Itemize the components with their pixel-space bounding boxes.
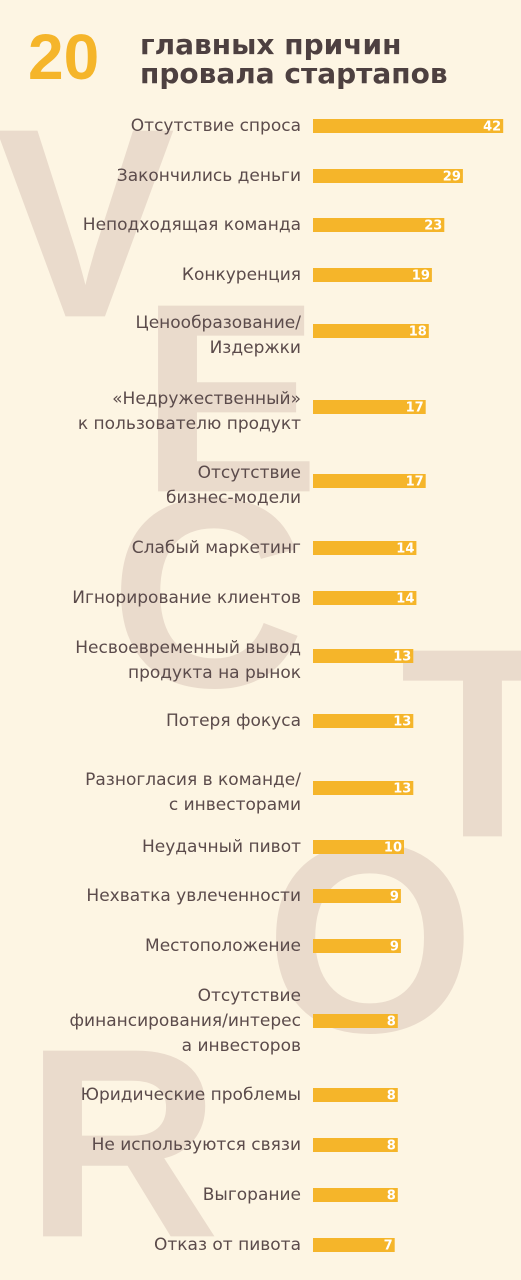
category-label: Не используются связи [92,1135,301,1155]
category-label: Ценообразование/ [136,313,302,333]
value-label: 17 [406,475,424,490]
watermark-letter: E [140,248,320,549]
category-label: Слабый маркетинг [132,538,301,558]
watermark-letter: O [265,788,475,1089]
category-label: Нехватка увлеченности [86,886,301,906]
category-label: продукта на рынок [128,663,301,683]
value-label: 8 [387,1189,396,1204]
category-label: Конкуренция [182,265,301,285]
value-label: 9 [390,890,399,905]
bar [313,1138,398,1152]
value-label: 29 [443,170,461,185]
bar [313,218,445,232]
category-label: Разногласия в команде/ [85,770,301,790]
value-label: 14 [396,592,414,607]
value-label: 8 [387,1089,396,1104]
category-label: бизнес-модели [166,488,301,508]
title-line: главных причин [140,28,401,61]
bar [313,1188,398,1202]
category-label: с инвесторами [169,795,301,815]
bar [313,169,463,183]
bar [313,1088,398,1102]
watermark-letter: C [110,443,305,744]
bar [313,119,504,133]
category-label: Местоположение [145,936,301,956]
value-label: 7 [384,1239,393,1254]
category-label: Несвоевременный вывод [75,638,301,658]
bar [313,649,414,663]
value-label: 8 [387,1015,396,1030]
value-label: 17 [406,401,424,416]
category-label: Неподходящая команда [83,215,301,235]
category-label: «Недружественный» [112,389,301,409]
value-label: 8 [387,1139,396,1154]
bar [313,939,401,953]
category-label: а инвесторов [182,1036,301,1056]
bar [313,324,429,338]
watermark-letter: R [25,993,220,1280]
value-label: 13 [393,715,411,730]
bar [313,781,414,795]
value-label: 18 [409,325,427,340]
value-label: 10 [384,841,402,856]
value-label: 19 [412,269,430,284]
watermark-letter: V [0,73,176,374]
category-label: Выгорание [203,1185,301,1205]
category-label: Игнорирование клиентов [72,588,301,608]
category-label: Неудачный пивот [142,837,301,857]
category-label: Потеря фокуса [166,711,301,731]
bar [313,1014,398,1028]
bar [313,840,404,854]
value-label: 14 [396,542,414,557]
value-label: 23 [424,219,442,234]
value-label: 9 [390,940,399,955]
bar [313,268,432,282]
category-label: Издержки [210,338,301,358]
value-label: 13 [393,782,411,797]
bar [313,474,426,488]
category-label: финансирования/интерес [70,1011,302,1031]
title-number: 20 [28,21,99,93]
title-line: провала стартапов [140,57,448,90]
bar [313,1238,395,1252]
value-label: 13 [393,650,411,665]
category-label: Юридические проблемы [81,1085,301,1105]
bar [313,400,426,414]
category-label: Отказ от пивота [154,1235,301,1255]
watermark: VEC TOR [0,73,521,1280]
category-label: Отсутствие [198,986,301,1006]
category-label: Закончились деньги [117,166,301,186]
watermark-letter: T [400,593,521,894]
bar [313,889,401,903]
bar [313,541,417,555]
bar [313,714,414,728]
category-label: к пользователю продукт [78,414,301,434]
value-label: 42 [483,120,501,135]
bar [313,591,417,605]
category-label: Отсутствие спроса [131,116,301,136]
category-label: Отсутствие [198,463,301,483]
